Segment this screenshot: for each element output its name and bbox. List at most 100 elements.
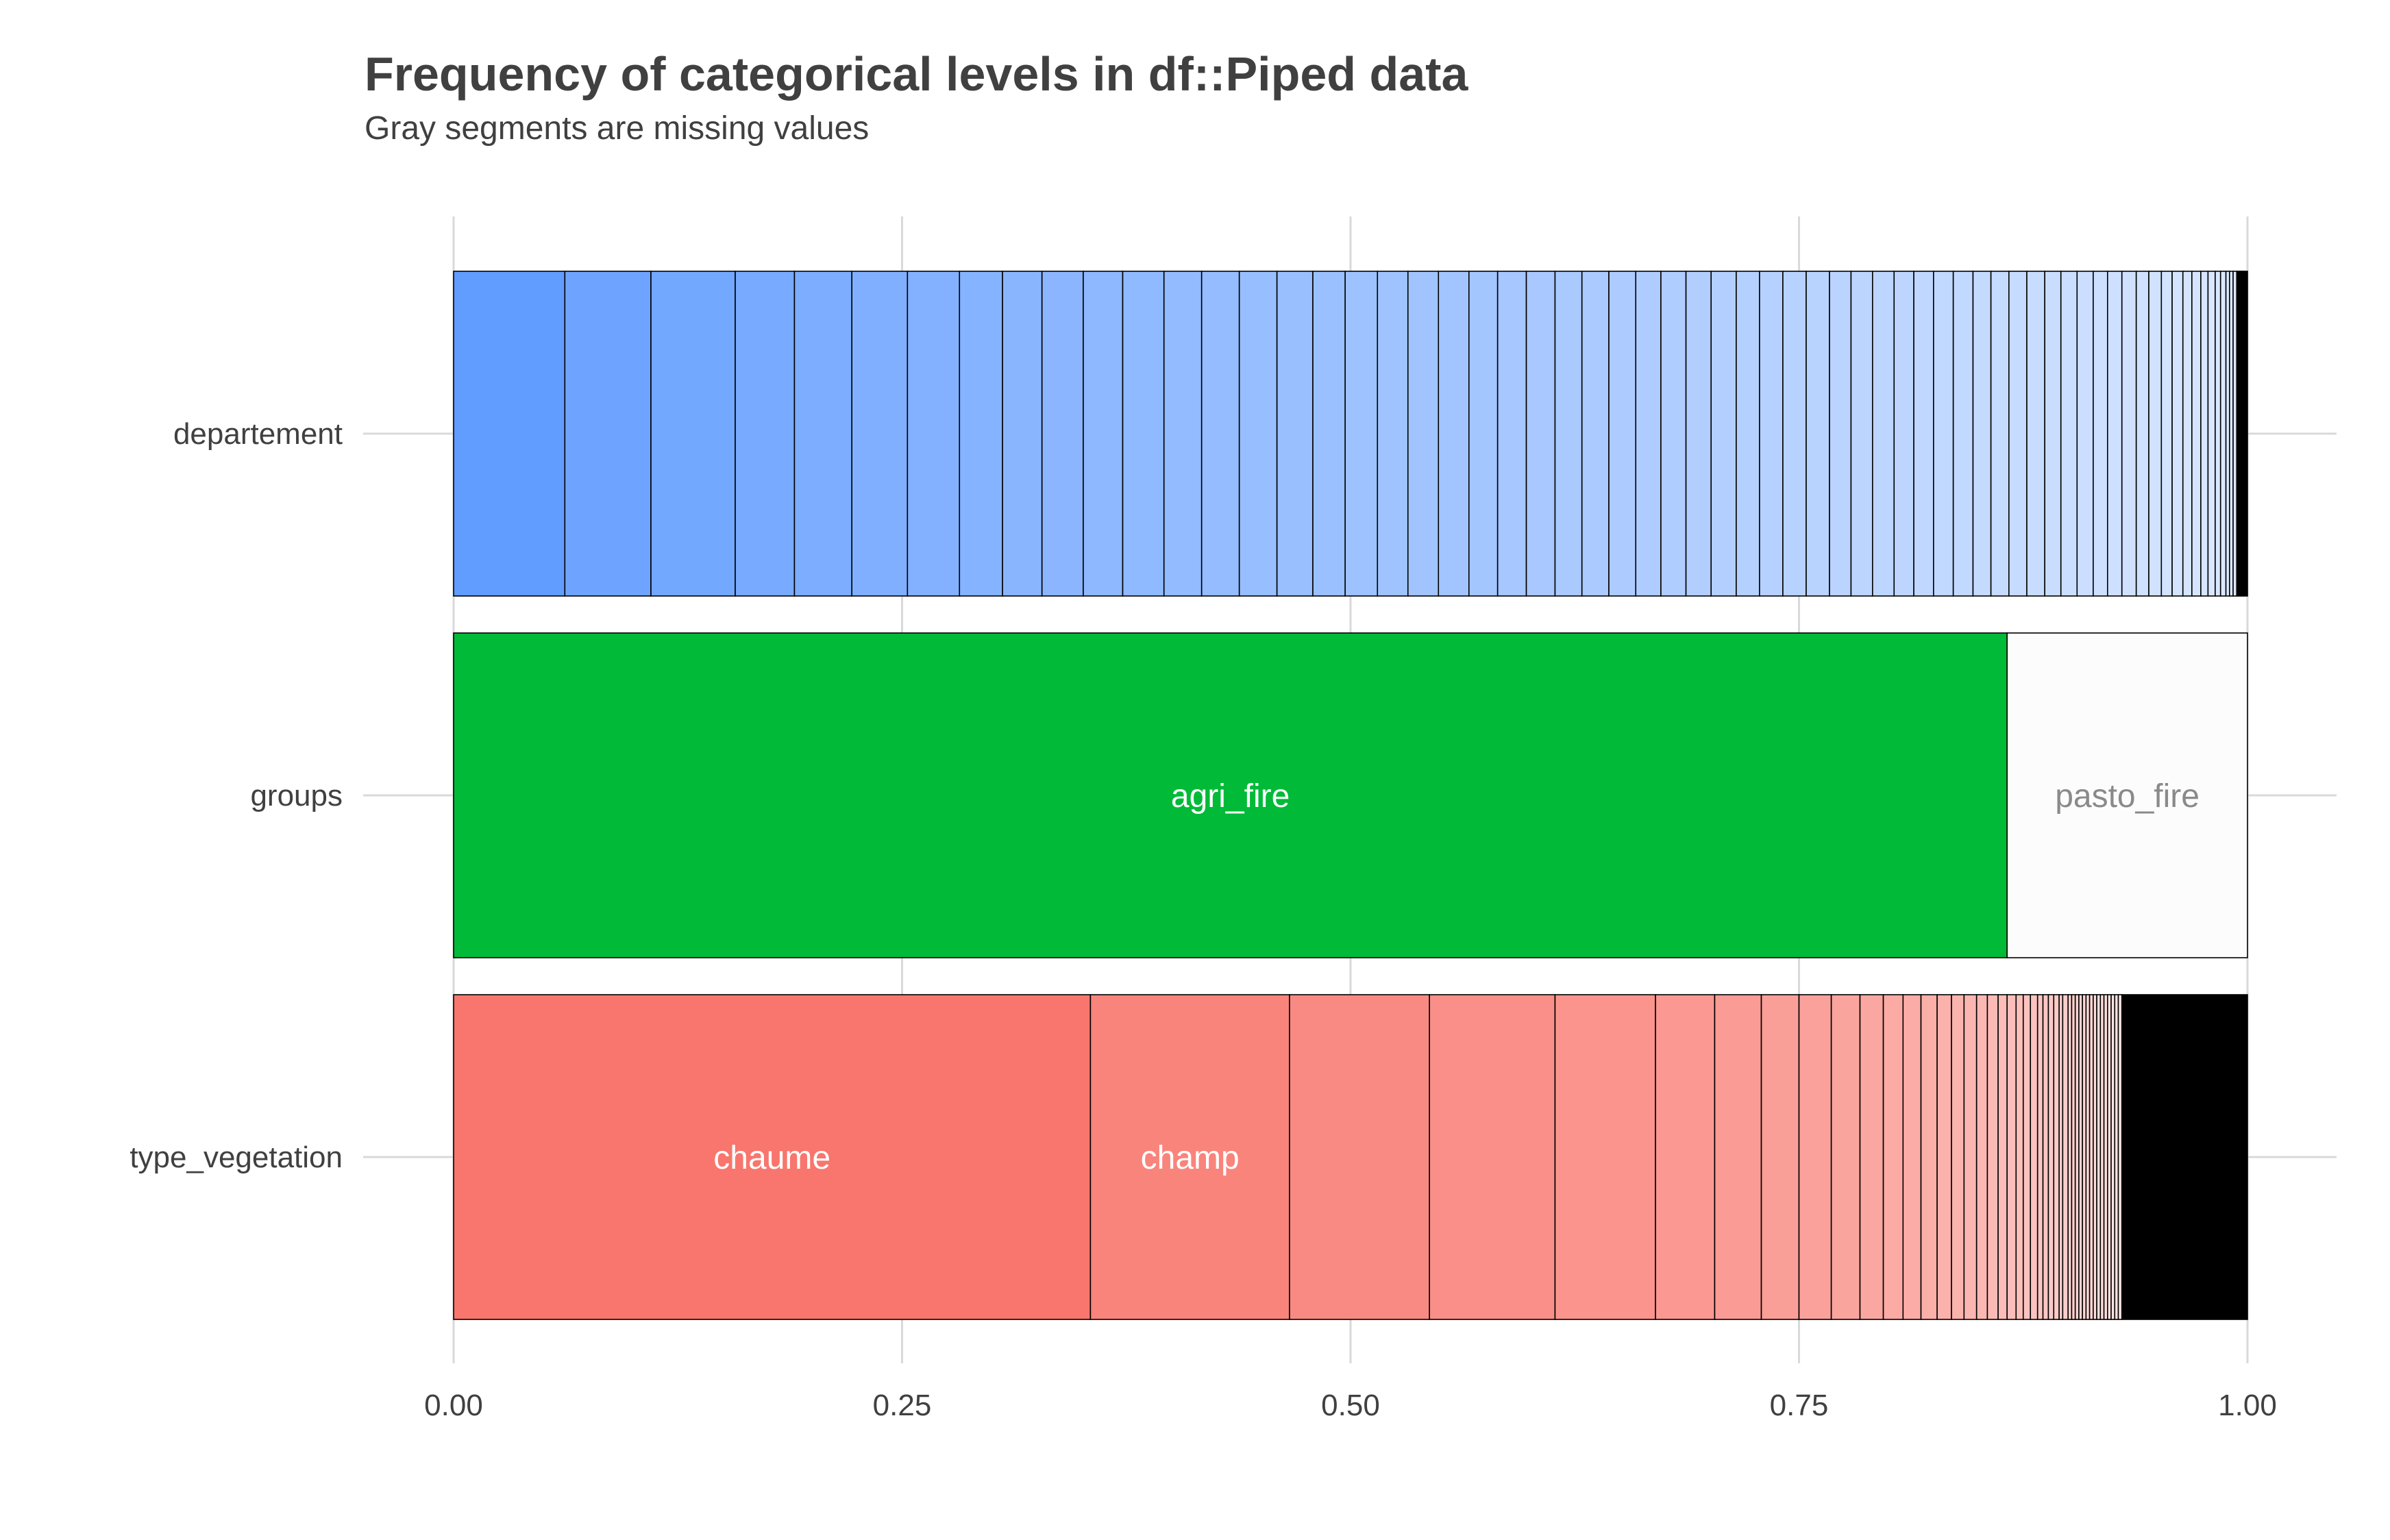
bar-segment xyxy=(1525,271,1556,597)
bar-segment xyxy=(1122,271,1165,597)
bar-segment xyxy=(851,271,909,597)
bar-segment xyxy=(1002,271,1043,597)
bar-segment xyxy=(1554,271,1583,597)
bar-segment xyxy=(2207,271,2216,597)
bar-segment xyxy=(2044,271,2062,597)
bar-segment xyxy=(1635,271,1662,597)
bar-segment xyxy=(2182,271,2193,597)
bar-segment xyxy=(1893,271,1914,597)
bar-segment xyxy=(907,271,961,597)
stacked-bars xyxy=(453,271,2248,1320)
bar-segment xyxy=(1798,994,1832,1320)
chart-title: Frequency of categorical levels in df::P… xyxy=(365,47,1468,101)
bar-segment xyxy=(1829,271,1852,597)
bar-segment xyxy=(1608,271,1637,597)
bar-segment xyxy=(1429,994,1556,1320)
bar-segment xyxy=(1581,271,1610,597)
bar-segment xyxy=(2006,994,2017,1320)
bar-segment xyxy=(2121,994,2248,1320)
bar-segment xyxy=(1685,271,1712,597)
bar-segment xyxy=(1782,271,1807,597)
bar-segment xyxy=(959,271,1003,597)
bar-segment xyxy=(1997,994,2008,1320)
bar-segment xyxy=(1859,994,1884,1320)
chart-subtitle: Gray segments are missing values xyxy=(365,110,869,147)
bar-segment xyxy=(2191,271,2202,597)
bar-segment xyxy=(1759,271,1784,597)
bar-segment xyxy=(650,271,736,597)
bar-segment xyxy=(2200,271,2209,597)
bar-segment xyxy=(2106,271,2123,597)
bar-segment xyxy=(2015,994,2024,1320)
bar-segment xyxy=(735,271,796,597)
data-label: pasto_fire xyxy=(2055,778,2200,815)
bar-segment xyxy=(1933,271,1954,597)
x-tick-label: 0.75 xyxy=(1770,1389,1829,1422)
bar-segment xyxy=(1710,271,1737,597)
bar-segment xyxy=(1963,994,1978,1320)
x-tick-label: 0.25 xyxy=(873,1389,932,1422)
bar-segment xyxy=(1975,994,1988,1320)
bar-segment xyxy=(564,271,652,597)
bar-segment xyxy=(2160,271,2173,597)
bar-segment xyxy=(2026,271,2045,597)
bar-segment xyxy=(453,994,1092,1320)
bar-segment xyxy=(1760,994,1800,1320)
bar-segment xyxy=(1468,271,1499,597)
bar-segment xyxy=(1238,271,1278,597)
bar-segment xyxy=(1289,994,1430,1320)
bar-segment xyxy=(1377,271,1409,597)
bar-segment xyxy=(1276,271,1314,597)
bar-segment xyxy=(2062,994,2069,1320)
bar-segment xyxy=(1736,271,1760,597)
bar-segment xyxy=(1496,271,1527,597)
bar-segment xyxy=(1438,271,1470,597)
bar-segment xyxy=(1830,994,1861,1320)
bar-segment xyxy=(2076,271,2094,597)
bar-segment xyxy=(793,271,852,597)
bar-segment xyxy=(1312,271,1346,597)
bar-segment xyxy=(1041,271,1084,597)
x-tick-label: 0.50 xyxy=(1321,1389,1380,1422)
bar-segment xyxy=(1920,994,1938,1320)
bar-segment xyxy=(1200,271,1240,597)
bar-segment xyxy=(2215,271,2221,597)
bar-segment xyxy=(2036,994,2044,1320)
bar-segment xyxy=(1714,994,1762,1320)
bar-segment xyxy=(2006,632,2248,958)
bar-segment xyxy=(2030,994,2038,1320)
bar-segment xyxy=(1163,271,1203,597)
data-label: chaume xyxy=(713,1140,830,1176)
bar-segment xyxy=(1882,994,1904,1320)
bar-segment xyxy=(2042,994,2049,1320)
bar-segment xyxy=(2243,271,2248,597)
bar-segment xyxy=(1872,271,1895,597)
bar-segment xyxy=(1083,271,1124,597)
bar-segment xyxy=(2135,271,2149,597)
bar-segment xyxy=(1913,271,1934,597)
bar-segment xyxy=(2022,994,2032,1320)
bar-segment xyxy=(1990,271,2010,597)
bar-segment xyxy=(1952,271,1974,597)
axes: 0.00 0.25 0.50 0.75 1.00 departement groups typ… xyxy=(130,417,2277,1422)
y-tick-label: departement xyxy=(173,417,343,451)
bar-segment xyxy=(1806,271,1830,597)
bar-segment xyxy=(2171,271,2184,597)
data-label: agri_fire xyxy=(1171,778,1290,815)
x-tick-label: 1.00 xyxy=(2218,1389,2277,1422)
data-label: champ xyxy=(1141,1140,1240,1176)
bar-segment xyxy=(1951,994,1965,1320)
bar-segment xyxy=(2047,994,2055,1320)
x-tick-label: 0.00 xyxy=(424,1389,483,1422)
bar-segment xyxy=(1554,994,1656,1320)
bar-segment xyxy=(2121,271,2137,597)
bar-segment xyxy=(1655,994,1716,1320)
bar-segment xyxy=(2148,271,2163,597)
bar-segment xyxy=(1986,994,1999,1320)
bar-segment xyxy=(2060,271,2078,597)
bar-segment xyxy=(2053,994,2060,1320)
bar-segment xyxy=(453,271,566,597)
bar-segment xyxy=(1407,271,1440,597)
y-tick-label: type_vegetation xyxy=(130,1141,343,1174)
bar-segment xyxy=(2219,271,2227,597)
